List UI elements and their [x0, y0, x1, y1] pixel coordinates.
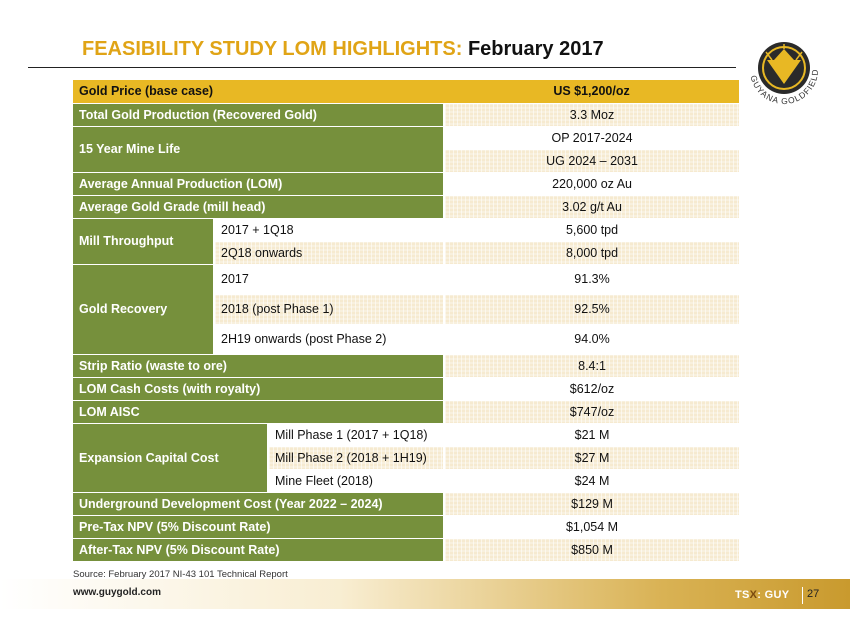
guyana-goldfields-emblem-icon: GUYANA GOLDFIELDS INC.	[732, 14, 832, 118]
avg-grade-value: 3.02 g/t Au	[444, 195, 740, 219]
table-row: UG 2024 – 2031	[73, 149, 740, 173]
total-production-value: 3.3 Moz	[444, 103, 740, 127]
table-row: LOM Cash Costs (with royalty) $612/oz	[73, 377, 740, 401]
gold-recovery-period: 2017	[214, 264, 446, 295]
table-row: 2018 (post Phase 1) 92.5%	[73, 294, 740, 325]
expansion-capital-item: Mine Fleet (2018)	[268, 469, 446, 493]
slide-title-highlight: FEASIBILITY STUDY LOM HIGHLIGHTS:	[82, 38, 463, 60]
table-row: 2Q18 onwards 8,000 tpd	[73, 241, 740, 265]
aisc-label: LOM AISC	[73, 400, 446, 424]
underground-dev-value: $129 M	[444, 492, 740, 516]
table-row: Total Gold Production (Recovered Gold) 3…	[73, 103, 740, 127]
mill-throughput-value: 5,600 tpd	[444, 218, 740, 242]
table-row: Average Gold Grade (mill head) 3.02 g/t …	[73, 195, 740, 219]
lom-highlights-table: Gold Price (base case) US $1,200/oz Tota…	[73, 80, 740, 562]
avg-grade-label: Average Gold Grade (mill head)	[73, 195, 446, 219]
table-row: After-Tax NPV (5% Discount Rate) $850 M	[73, 538, 740, 562]
gold-recovery-period: 2018 (post Phase 1)	[214, 294, 446, 325]
mill-throughput-period: 2Q18 onwards	[214, 241, 446, 265]
avg-annual-production-label: Average Annual Production (LOM)	[73, 172, 446, 196]
mill-throughput-period: 2017 + 1Q18	[214, 218, 446, 242]
expansion-capital-value: $21 M	[444, 423, 740, 447]
source-note: Source: February 2017 NI-43 101 Technica…	[73, 569, 288, 580]
cash-costs-label: LOM Cash Costs (with royalty)	[73, 377, 446, 401]
gold-price-label: Gold Price (base case)	[73, 80, 445, 104]
expansion-capital-item: Mill Phase 1 (2017 + 1Q18)	[268, 423, 446, 447]
gold-recovery-value: 91.3%	[444, 264, 740, 295]
table-row: Pre-Tax NPV (5% Discount Rate) $1,054 M	[73, 515, 740, 539]
ticker-prefix: TS	[735, 589, 750, 601]
website-link[interactable]: www.guygold.com	[73, 587, 161, 598]
expansion-capital-value: $27 M	[444, 446, 740, 470]
ticker-x: X	[749, 589, 758, 601]
mine-life-ug-value: UG 2024 – 2031	[444, 149, 740, 173]
expansion-capital-value: $24 M	[444, 469, 740, 493]
slide-title: FEASIBILITY STUDY LOM HIGHLIGHTS: Februa…	[82, 38, 604, 61]
gold-recovery-value: 92.5%	[444, 294, 740, 325]
table-row: Mine Fleet (2018) $24 M	[73, 469, 740, 493]
after-tax-npv-label: After-Tax NPV (5% Discount Rate)	[73, 538, 446, 562]
table-row: Strip Ratio (waste to ore) 8.4:1	[73, 354, 740, 378]
strip-ratio-label: Strip Ratio (waste to ore)	[73, 354, 446, 378]
strip-ratio-value: 8.4:1	[444, 354, 740, 378]
ticker-symbol: : GUY	[757, 589, 790, 601]
table-row: Mill Phase 2 (2018 + 1H19) $27 M	[73, 446, 740, 470]
table-row: 2H19 onwards (post Phase 2) 94.0%	[73, 324, 740, 355]
expansion-capital-label: Expansion Capital Cost	[73, 423, 269, 493]
aisc-value: $747/oz	[444, 400, 740, 424]
table-row: Mill Throughput 2017 + 1Q18 5,600 tpd	[73, 218, 740, 265]
table-row: Underground Development Cost (Year 2022 …	[73, 492, 740, 516]
after-tax-npv-value: $850 M	[444, 538, 740, 562]
stock-ticker: TSX: GUY	[735, 589, 789, 601]
gold-recovery-value: 94.0%	[444, 324, 740, 355]
page-number: 27	[807, 588, 820, 600]
table-row: 15 Year Mine Life OP 2017-2024	[73, 126, 740, 173]
gold-price-value: US $1,200/oz	[444, 80, 740, 104]
expansion-capital-item: Mill Phase 2 (2018 + 1H19)	[268, 446, 446, 470]
pre-tax-npv-value: $1,054 M	[444, 515, 740, 539]
pre-tax-npv-label: Pre-Tax NPV (5% Discount Rate)	[73, 515, 446, 539]
mill-throughput-value: 8,000 tpd	[444, 241, 740, 265]
table-row: Expansion Capital Cost Mill Phase 1 (201…	[73, 423, 740, 493]
avg-annual-production-value: 220,000 oz Au	[444, 172, 740, 196]
underground-dev-label: Underground Development Cost (Year 2022 …	[73, 492, 446, 516]
table-row: Average Annual Production (LOM) 220,000 …	[73, 172, 740, 196]
table-row: Gold Price (base case) US $1,200/oz	[73, 80, 740, 104]
table-row: LOM AISC $747/oz	[73, 400, 740, 424]
footer-band	[0, 579, 850, 609]
mine-life-label: 15 Year Mine Life	[73, 126, 446, 173]
mill-throughput-label: Mill Throughput	[73, 218, 215, 265]
gold-recovery-label: Gold Recovery	[73, 264, 215, 355]
cash-costs-value: $612/oz	[444, 377, 740, 401]
title-divider	[28, 67, 736, 68]
table-row: Gold Recovery 2017 91.3%	[73, 264, 740, 355]
gold-recovery-period: 2H19 onwards (post Phase 2)	[214, 324, 446, 355]
total-production-label: Total Gold Production (Recovered Gold)	[73, 103, 446, 127]
mine-life-op-value: OP 2017-2024	[444, 126, 740, 150]
page-number-divider	[802, 587, 803, 604]
slide-title-date: February 2017	[467, 38, 604, 60]
